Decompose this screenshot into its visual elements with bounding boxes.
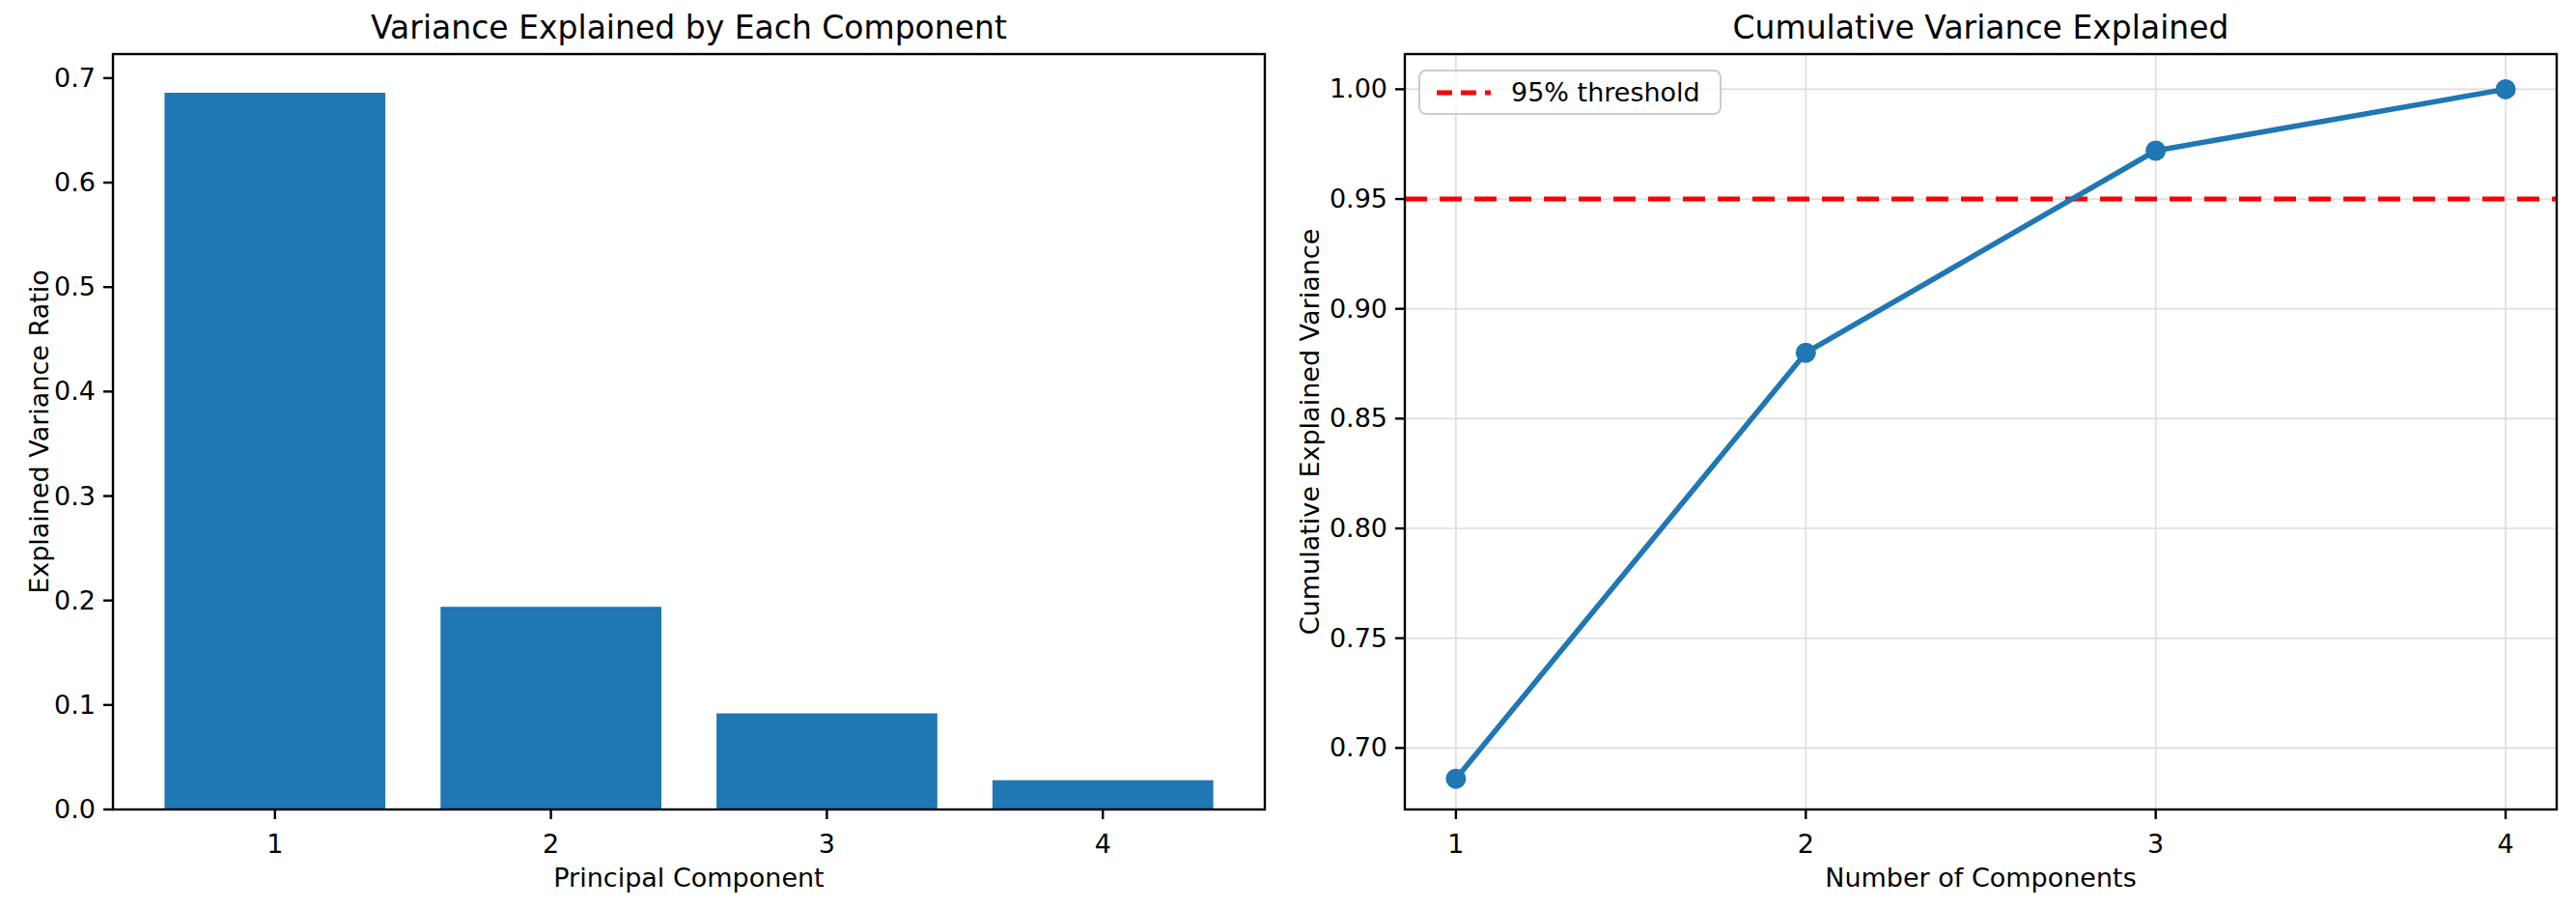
x-tick-label: 4 bbox=[1095, 829, 1111, 859]
legend-label: 95% threshold bbox=[1511, 77, 1700, 107]
x-tick-label: 3 bbox=[2147, 829, 2164, 859]
y-tick-label: 0.4 bbox=[54, 376, 96, 406]
x-tick-label: 1 bbox=[266, 829, 283, 859]
y-tick-label: 0.95 bbox=[1330, 184, 1387, 213]
y-tick-label: 0.2 bbox=[54, 585, 96, 615]
x-tick-label: 2 bbox=[1798, 829, 1814, 859]
right-axes-box bbox=[1405, 54, 2557, 809]
charts-canvas: 0.0 0.1 0.2 0.3 0.4 0.5 0.6 0.7 1 2 3 4 0.70 0.75 0.80… bbox=[0, 0, 2576, 908]
pca-variance-figure: 0.0 0.1 0.2 0.3 0.4 0.5 0.6 0.7 1 2 3 4 0.70 0.75 0.80… bbox=[0, 0, 2576, 908]
y-tick-label: 1.00 bbox=[1330, 73, 1387, 103]
y-tick-label: 0.70 bbox=[1330, 732, 1387, 762]
left-chart-yaxis-label: Explained Variance Ratio bbox=[24, 270, 54, 594]
left-chart-bars bbox=[164, 93, 1213, 809]
right-chart-axes: 0.70 0.75 0.80 0.85 0.90 0.95 1.00 1 2 3 4 bbox=[1330, 54, 2557, 859]
x-tick-label: 4 bbox=[2497, 829, 2513, 859]
data-point-1 bbox=[1445, 769, 1466, 789]
y-tick-label: 0.7 bbox=[54, 63, 96, 93]
y-tick-label: 0.0 bbox=[54, 794, 96, 824]
y-tick-label: 0.80 bbox=[1330, 513, 1387, 543]
data-point-4 bbox=[2496, 79, 2516, 99]
bar-pc3 bbox=[716, 714, 938, 810]
right-chart-xaxis-label: Number of Components bbox=[1405, 861, 2557, 895]
cumulative-markers bbox=[1445, 79, 2515, 789]
right-chart-yaxis-label: Cumulative Explained Variance bbox=[1295, 229, 1325, 636]
y-tick-label: 0.1 bbox=[54, 690, 96, 720]
data-point-2 bbox=[1796, 343, 1816, 363]
y-tick-label: 0.6 bbox=[54, 167, 96, 197]
y-tick-label: 0.75 bbox=[1330, 623, 1387, 653]
bar-pc2 bbox=[440, 607, 661, 809]
legend-dashed-line-sample bbox=[1436, 88, 1492, 98]
cumulative-line bbox=[1456, 89, 2506, 779]
right-chart-title: Cumulative Variance Explained bbox=[1405, 8, 2557, 48]
right-chart-grid bbox=[1405, 54, 2557, 809]
bar-pc4 bbox=[993, 780, 1214, 809]
x-tick-label: 2 bbox=[543, 829, 559, 859]
data-point-3 bbox=[2145, 141, 2166, 161]
x-tick-label: 3 bbox=[819, 829, 835, 859]
x-tick-label: 1 bbox=[1447, 829, 1464, 859]
y-tick-label: 0.3 bbox=[54, 481, 96, 511]
y-tick-label: 0.5 bbox=[54, 271, 96, 301]
left-chart-xaxis-label: Principal Component bbox=[113, 861, 1265, 895]
bar-pc1 bbox=[164, 93, 385, 809]
y-tick-label: 0.85 bbox=[1330, 403, 1387, 433]
y-tick-label: 0.90 bbox=[1330, 294, 1387, 324]
left-chart-title: Variance Explained by Each Component bbox=[113, 8, 1265, 48]
legend: 95% threshold bbox=[1418, 70, 1722, 115]
